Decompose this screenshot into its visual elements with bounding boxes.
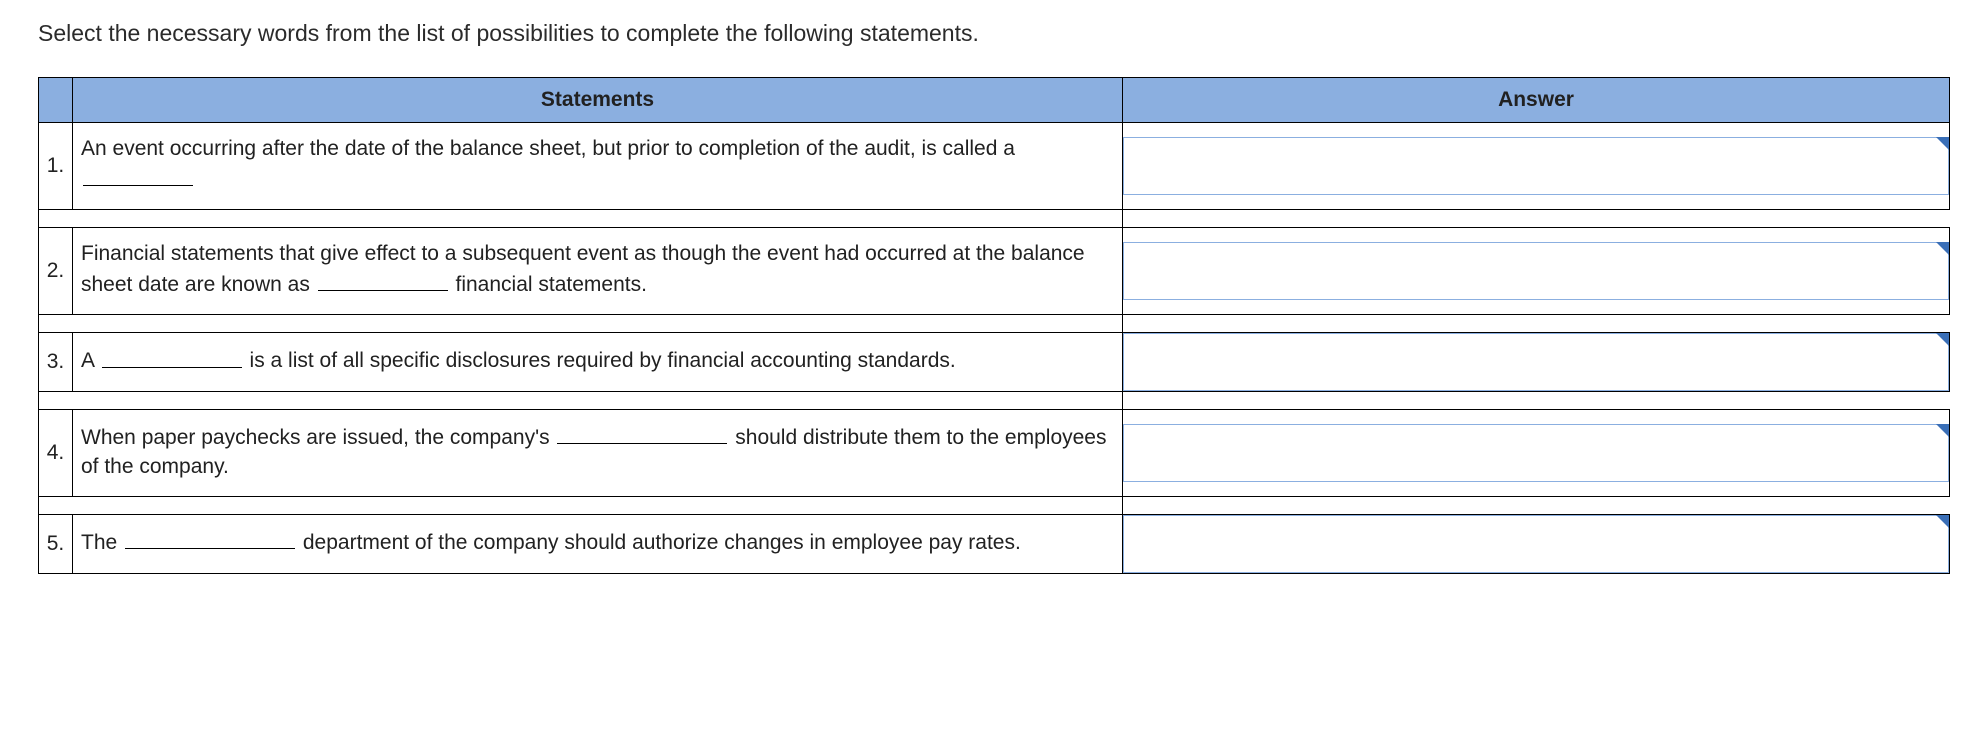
table-row: 3.A is a list of all specific disclosure… [39, 332, 1950, 391]
row-number: 3. [39, 332, 73, 391]
answer-cell[interactable] [1123, 123, 1950, 210]
spacer-row [39, 496, 1950, 514]
statement-cell: An event occurring after the date of the… [73, 123, 1123, 210]
instruction-text: Select the necessary words from the list… [38, 20, 1950, 47]
statement-cell: The department of the company should aut… [73, 514, 1123, 573]
statement-cell: When paper paychecks are issued, the com… [73, 409, 1123, 496]
row-number: 4. [39, 409, 73, 496]
fill-blank [83, 164, 193, 186]
table-row: 5.The department of the company should a… [39, 514, 1950, 573]
dropdown-indicator-icon [1936, 333, 1949, 346]
table-row: 1.An event occurring after the date of t… [39, 123, 1950, 210]
table-row: 2.Financial statements that give effect … [39, 227, 1950, 314]
row-number: 2. [39, 227, 73, 314]
dropdown-indicator-icon [1936, 424, 1949, 437]
statement-cell: A is a list of all specific disclosures … [73, 332, 1123, 391]
fill-blank [125, 527, 295, 549]
spacer-row [39, 209, 1950, 227]
spacer-row [39, 314, 1950, 332]
fill-blank [318, 269, 448, 291]
statement-cell: Financial statements that give effect to… [73, 227, 1123, 314]
answer-cell[interactable] [1123, 332, 1950, 391]
answer-cell[interactable] [1123, 514, 1950, 573]
statements-table: Statements Answer 1.An event occurring a… [38, 77, 1950, 574]
row-number: 5. [39, 514, 73, 573]
dropdown-indicator-icon [1936, 515, 1949, 528]
fill-blank [102, 345, 242, 367]
spacer-row [39, 391, 1950, 409]
answer-cell[interactable] [1123, 409, 1950, 496]
answer-cell[interactable] [1123, 227, 1950, 314]
dropdown-indicator-icon [1936, 137, 1949, 150]
header-answer: Answer [1123, 78, 1950, 123]
header-corner [39, 78, 73, 123]
dropdown-indicator-icon [1936, 242, 1949, 255]
row-number: 1. [39, 123, 73, 210]
fill-blank [557, 422, 727, 444]
table-row: 4.When paper paychecks are issued, the c… [39, 409, 1950, 496]
header-statements: Statements [73, 78, 1123, 123]
